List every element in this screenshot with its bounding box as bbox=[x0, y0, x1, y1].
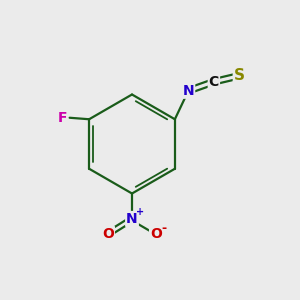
Text: +: + bbox=[136, 207, 144, 218]
Text: C: C bbox=[209, 75, 219, 89]
Text: N: N bbox=[183, 84, 194, 98]
Text: S: S bbox=[234, 68, 245, 83]
Text: -: - bbox=[162, 222, 167, 235]
Text: F: F bbox=[57, 111, 67, 125]
Text: O: O bbox=[102, 227, 114, 241]
Text: O: O bbox=[150, 227, 162, 241]
Text: N: N bbox=[126, 212, 138, 226]
